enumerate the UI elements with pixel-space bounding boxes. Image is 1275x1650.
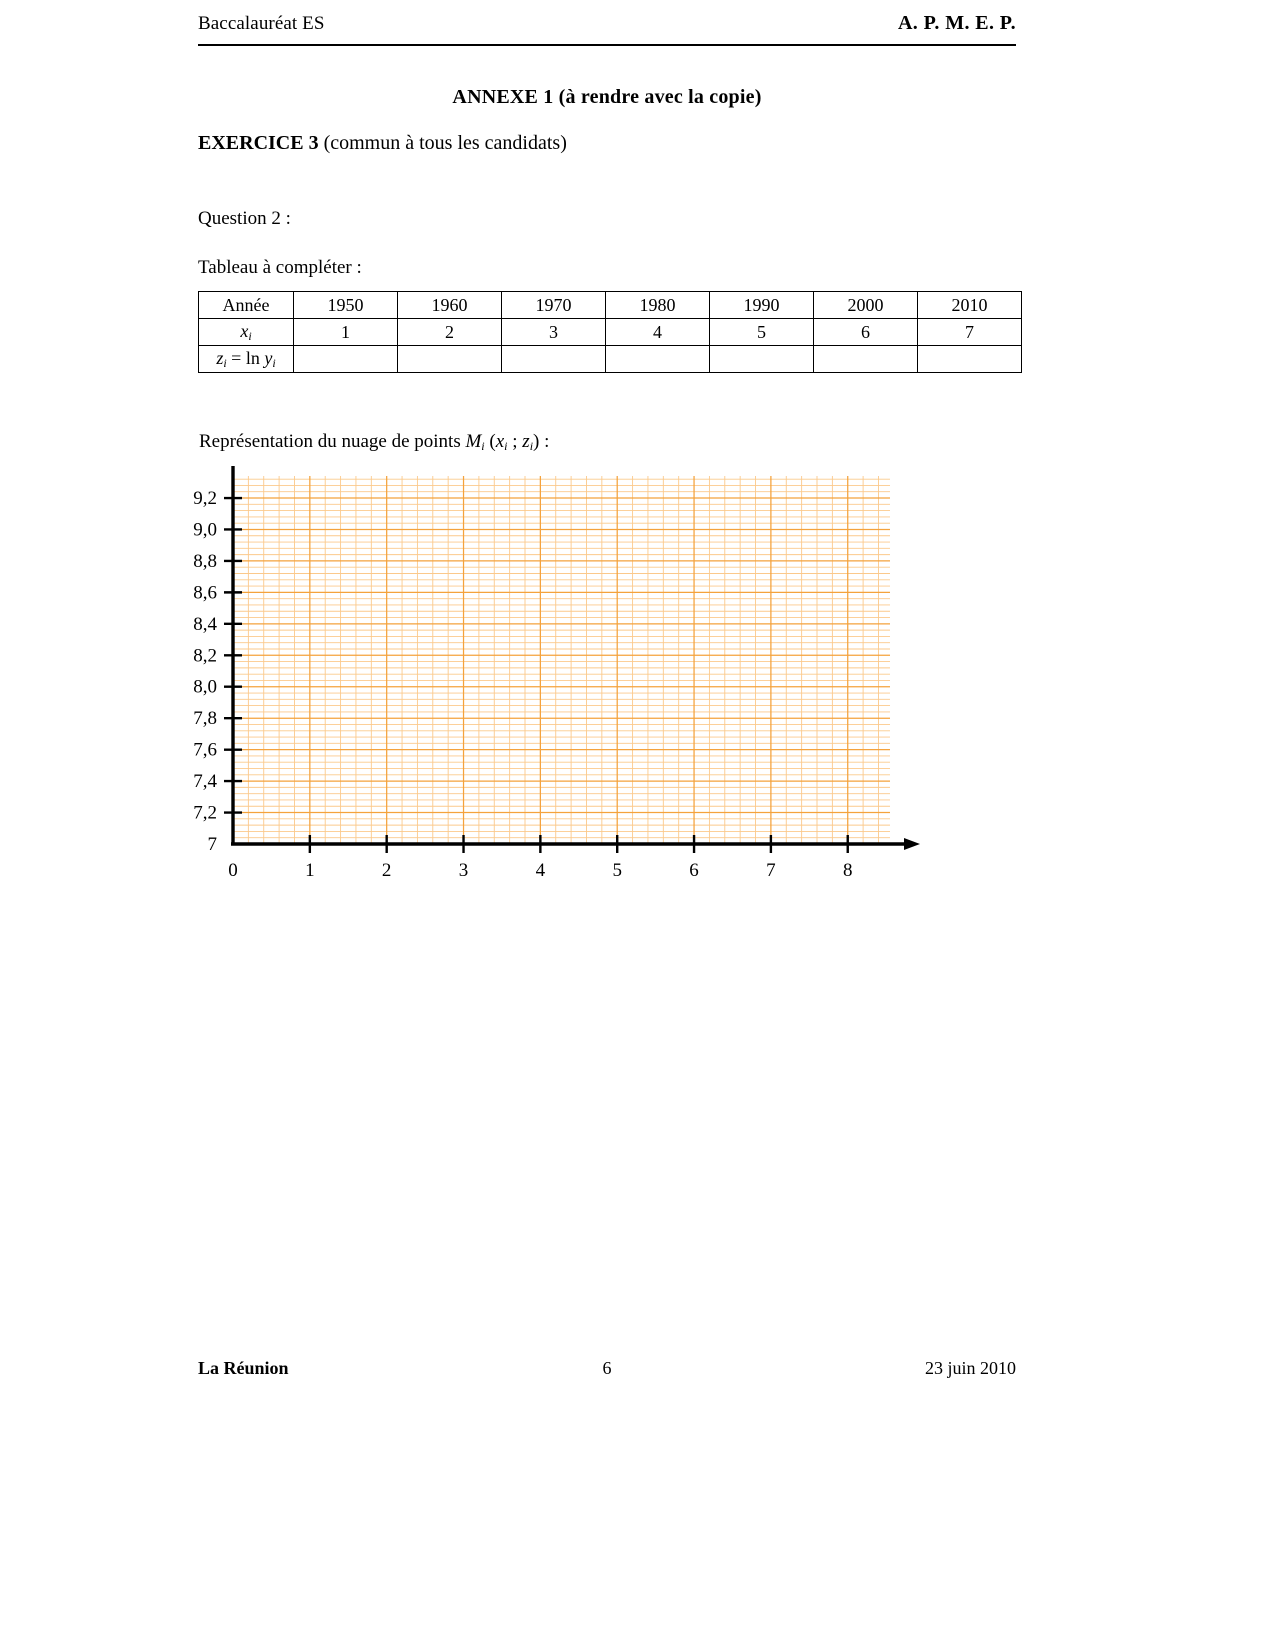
graph-caption: Représentation du nuage de points Mi (xi… bbox=[199, 431, 550, 453]
y-tick-label-7: 8,4 bbox=[193, 614, 217, 635]
cell-xi-5: 5 bbox=[709, 318, 814, 346]
y-tick-label-4: 7,8 bbox=[193, 708, 217, 729]
cell-xi-3: 3 bbox=[501, 318, 606, 346]
table-instruction: Tableau à compléter : bbox=[198, 257, 362, 278]
cell-annee-4: 1980 bbox=[605, 291, 710, 319]
header-divider bbox=[198, 44, 1016, 47]
x-tick-label-4: 4 bbox=[536, 860, 546, 881]
table-row: Année 1950 1960 1970 1980 1990 2000 2010 bbox=[198, 291, 1022, 319]
y-tick-label-5: 8,0 bbox=[193, 677, 217, 698]
y-tick-label-0: 7 bbox=[208, 834, 218, 855]
chart-canvas[interactable]: 7 7,2 7,4 7,6 7,8 8,0 8,2 8,4 8,6 8,8 9,0 9,2 0 1 2 3 4 5… bbox=[185, 466, 925, 896]
x-tick-label-3: 3 bbox=[459, 860, 469, 881]
graph-caption-suffix: : bbox=[539, 431, 550, 452]
grid-minor bbox=[233, 476, 890, 844]
cell-annee-3: 1970 bbox=[501, 291, 606, 319]
cell-annee-1: 1950 bbox=[293, 291, 398, 319]
y-tick-label-2: 7,4 bbox=[193, 771, 217, 792]
cell-annee-6: 2000 bbox=[813, 291, 918, 319]
exercice-heading: EXERCICE 3 (commun à tous les candidats) bbox=[198, 132, 567, 155]
cell-zi-1[interactable] bbox=[293, 345, 398, 373]
cell-annee-5: 1990 bbox=[709, 291, 814, 319]
cell-xi-2: 2 bbox=[397, 318, 502, 346]
y-tick-label-6: 8,2 bbox=[193, 645, 217, 666]
cell-xi-7: 7 bbox=[917, 318, 1022, 346]
cell-xi-1: 1 bbox=[293, 318, 398, 346]
footer-page-number: 6 bbox=[602, 1358, 612, 1378]
scatter-plot-grid[interactable]: 7 7,2 7,4 7,6 7,8 8,0 8,2 8,4 8,6 8,8 9,0 9,2 0 1 2 3 4 5… bbox=[185, 466, 925, 896]
x-tick-label-2: 2 bbox=[382, 860, 392, 881]
y-tick-label-1: 7,2 bbox=[193, 803, 217, 824]
x-axis-arrow bbox=[904, 838, 920, 850]
table-row: zi = ln yi bbox=[198, 345, 1022, 373]
header-exam-title: Baccalauréat ES bbox=[198, 13, 325, 34]
x-tick-label-7: 7 bbox=[766, 860, 776, 881]
page-title: ANNEXE 1 (à rendre avec la copie) bbox=[452, 86, 762, 108]
row-label-zi: zi = ln yi bbox=[198, 345, 294, 373]
footer-location: La Réunion bbox=[198, 1358, 289, 1378]
cell-xi-6: 6 bbox=[813, 318, 918, 346]
y-tick-label-11: 9,2 bbox=[193, 488, 217, 509]
cell-zi-6[interactable] bbox=[813, 345, 918, 373]
page-footer: La Réunion 6 23 juin 2010 bbox=[198, 1358, 1016, 1379]
completion-table: Année 1950 1960 1970 1980 1990 2000 2010… bbox=[198, 291, 1022, 373]
question-label: Question 2 : bbox=[198, 208, 291, 229]
y-tick-label-8: 8,6 bbox=[193, 582, 217, 603]
cell-zi-5[interactable] bbox=[709, 345, 814, 373]
y-tick-label-3: 7,6 bbox=[193, 740, 217, 761]
page-header: Baccalauréat ES A. P. M. E. P. bbox=[198, 12, 1016, 35]
x-tick-label-0: 0 bbox=[228, 860, 238, 881]
footer-date: 23 juin 2010 bbox=[924, 1358, 1016, 1378]
header-organisation: A. P. M. E. P. bbox=[897, 12, 1016, 34]
table-row: xi 1 2 3 4 5 6 7 bbox=[198, 318, 1022, 346]
x-tick-label-6: 6 bbox=[689, 860, 699, 881]
ticks: 7 7,2 7,4 7,6 7,8 8,0 8,2 8,4 8,6 8,8 9,0 9,2 0 1 2 3 4 5… bbox=[193, 488, 853, 881]
y-tick-label-9: 8,8 bbox=[193, 551, 217, 572]
x-tick-label-8: 8 bbox=[843, 860, 853, 881]
x-tick-label-5: 5 bbox=[612, 860, 622, 881]
exercice-heading-bold: EXERCICE 3 bbox=[198, 132, 319, 154]
y-tick-label-10: 9,0 bbox=[193, 519, 217, 540]
cell-zi-2[interactable] bbox=[397, 345, 502, 373]
graph-caption-text: Représentation du nuage de points bbox=[199, 431, 466, 452]
row-label-annee: Année bbox=[198, 291, 294, 319]
cell-annee-7: 2010 bbox=[917, 291, 1022, 319]
x-tick-label-1: 1 bbox=[305, 860, 315, 881]
exercice-heading-rest: (commun à tous les candidats) bbox=[318, 132, 567, 154]
row-label-xi: xi bbox=[198, 318, 294, 346]
grid-major bbox=[232, 476, 890, 845]
cell-annee-2: 1960 bbox=[397, 291, 502, 319]
cell-xi-4: 4 bbox=[605, 318, 710, 346]
cell-zi-4[interactable] bbox=[605, 345, 710, 373]
cell-zi-3[interactable] bbox=[501, 345, 606, 373]
cell-zi-7[interactable] bbox=[917, 345, 1022, 373]
